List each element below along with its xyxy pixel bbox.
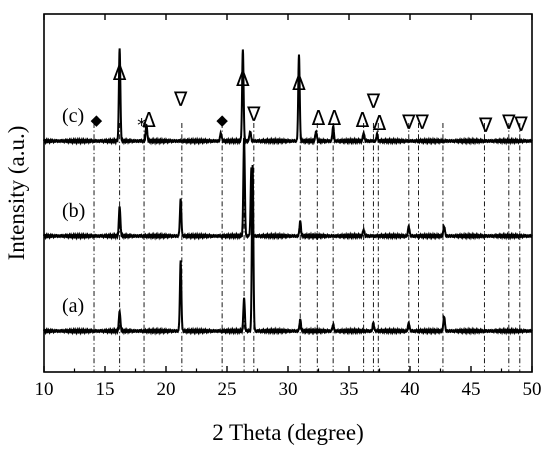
- phase-marker: Δ: [356, 108, 370, 132]
- phase-marker: ∇: [366, 89, 381, 113]
- phase-markers: ◆Δ*Δ∇◆Δ∇ΔΔ Δ Δ∇Δ ∇ ∇ ∇ ∇∇: [91, 61, 529, 137]
- phase-marker: Δ: [292, 71, 306, 95]
- trace-a: [43, 164, 533, 336]
- phase-marker: ◆: [216, 111, 228, 129]
- x-tick-label: 10: [35, 379, 54, 400]
- phase-marker: ∇: [478, 113, 493, 137]
- x-tick-label: 15: [96, 379, 115, 400]
- x-tick-label: 20: [157, 379, 176, 400]
- trace-b: [43, 137, 533, 241]
- x-tick-label: 35: [340, 379, 359, 400]
- y-axis-title: Intensity (a.u.): [4, 126, 29, 261]
- xrd-traces: [43, 48, 533, 336]
- phase-marker: Δ: [236, 67, 250, 91]
- x-tick-label: 50: [523, 379, 542, 400]
- x-tick-label: 30: [279, 379, 298, 400]
- x-axis-ticks: 10 15 20 25 30 35 40 45 50: [35, 14, 542, 400]
- phase-marker: Δ: [142, 108, 156, 132]
- x-tick-label: 25: [218, 379, 237, 400]
- reference-lines: [93, 123, 521, 372]
- phase-marker: Δ: [328, 106, 342, 130]
- phase-marker: ∇: [513, 112, 528, 136]
- phase-marker: *: [137, 115, 146, 136]
- phase-marker: ∇: [173, 87, 188, 111]
- phase-marker: Δ: [113, 61, 127, 85]
- phase-marker: ∇: [246, 102, 261, 126]
- phase-marker: Δ: [312, 106, 326, 130]
- series-label-c: (c): [62, 105, 84, 127]
- phase-marker: Δ: [373, 111, 387, 135]
- trace-c: [43, 48, 533, 146]
- x-tick-label: 40: [401, 379, 420, 400]
- series-label-b: (b): [62, 200, 85, 222]
- x-tick-label: 45: [462, 379, 481, 400]
- phase-marker: ∇: [415, 110, 430, 134]
- phase-marker: ◆: [91, 111, 103, 129]
- series-labels: (a) (b) (c): [62, 105, 85, 317]
- series-label-a: (a): [62, 295, 84, 317]
- phase-marker: ∇: [501, 110, 516, 134]
- phase-marker: ∇: [401, 110, 416, 134]
- x-axis-title: 2 Theta (degree): [212, 420, 364, 445]
